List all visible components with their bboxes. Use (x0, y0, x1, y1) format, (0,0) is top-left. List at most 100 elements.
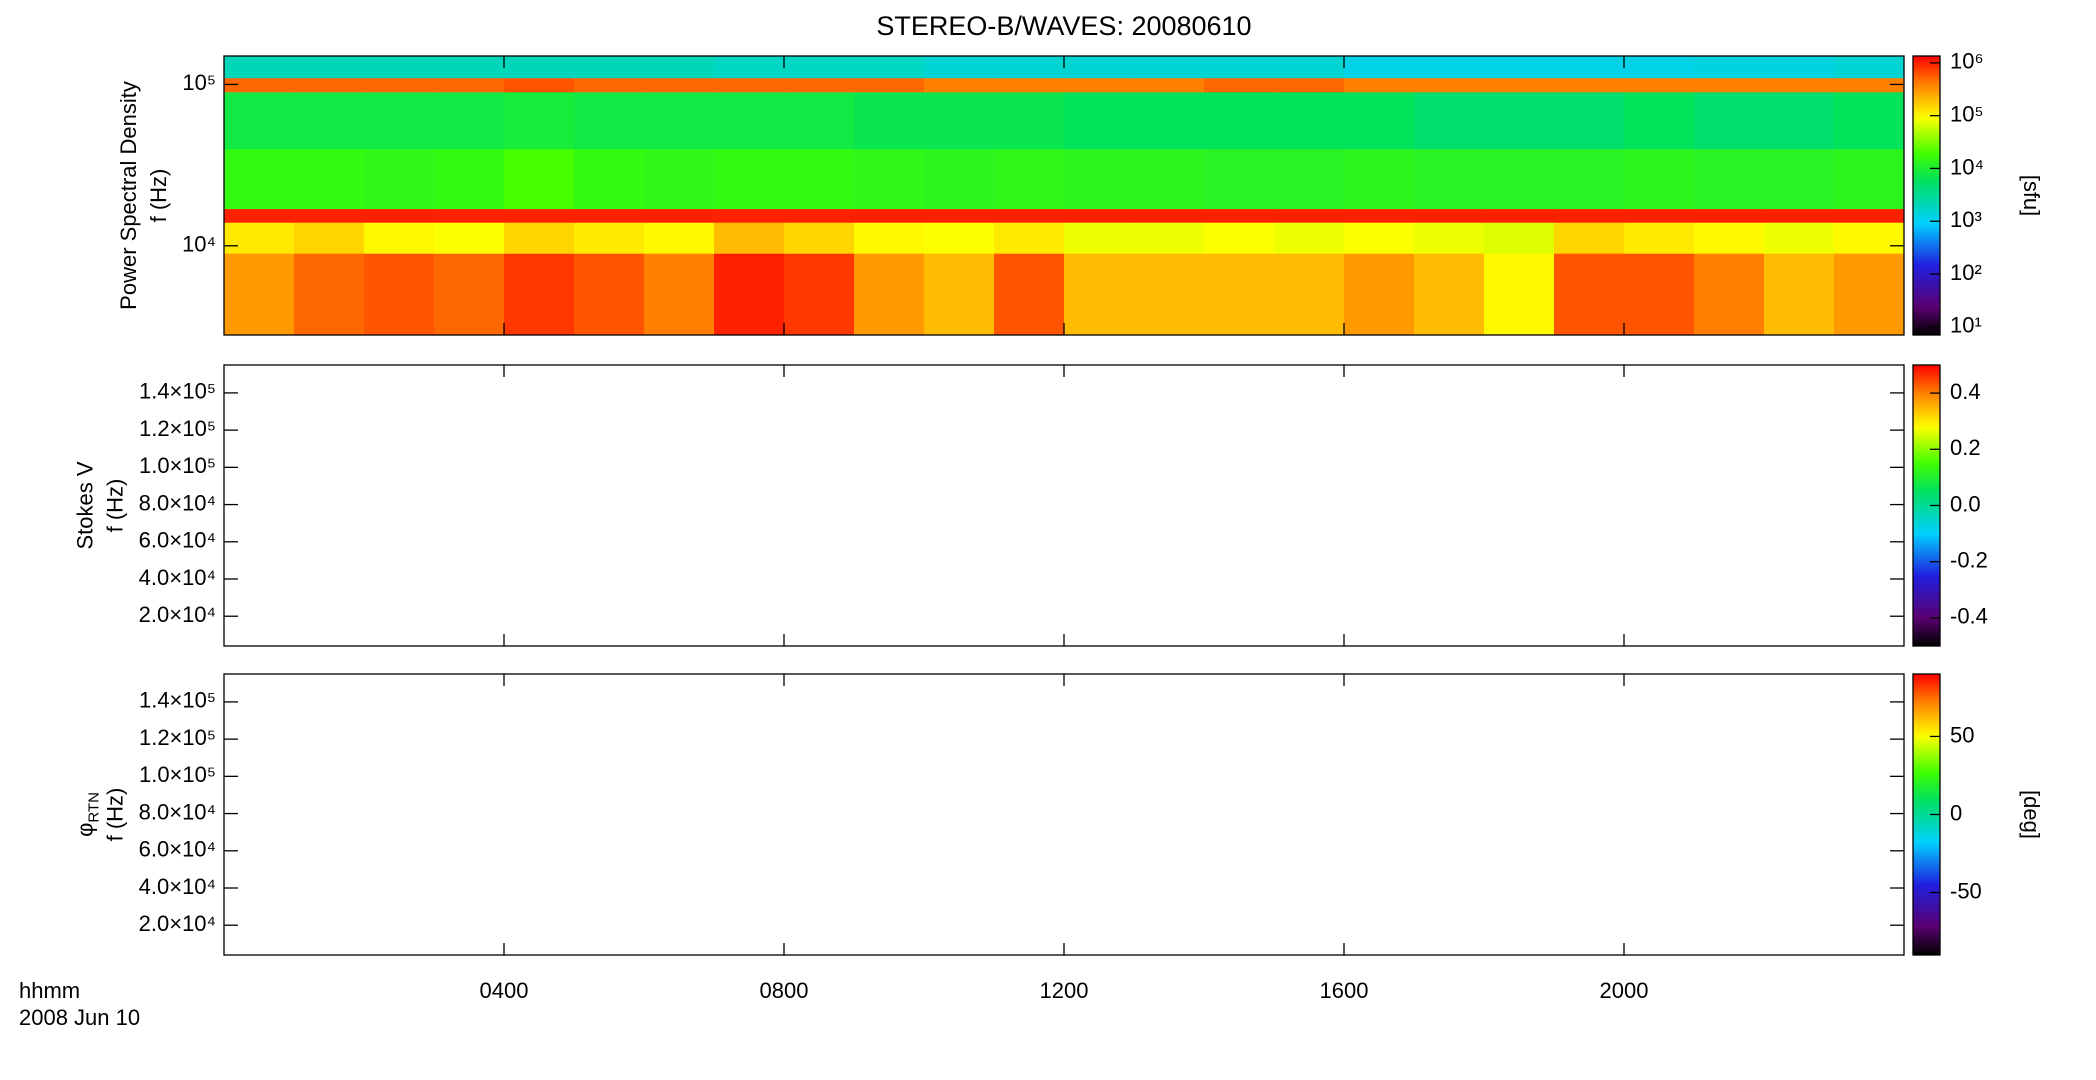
heatmap-cell (1064, 208, 1135, 223)
heatmap-cell (1624, 208, 1695, 223)
heatmap-cell (294, 253, 365, 336)
y-axis-label-part: Power Spectral Density (116, 81, 141, 310)
heatmap-cell (714, 222, 785, 254)
heatmap-cell (224, 148, 295, 210)
heatmap-cell (1554, 56, 1625, 79)
y-axis-label: Power Spectral Density (116, 81, 141, 310)
heatmap-cell (994, 253, 1065, 336)
y-axis-label: φRTN (72, 792, 103, 837)
heatmap-cell (924, 56, 995, 79)
heatmap-cell (1764, 253, 1835, 336)
heatmap-cell (854, 208, 925, 223)
heatmap-cell (924, 253, 995, 336)
heatmap-cell (1274, 77, 1345, 93)
heatmap-cell (1204, 56, 1275, 79)
heatmap-cell (1624, 253, 1695, 336)
heatmap-cell (504, 148, 575, 210)
heatmap-cell (224, 77, 295, 93)
y-axis-label: f (Hz) (102, 479, 127, 533)
colorbar-tick-label: 10³ (1950, 207, 1982, 232)
heatmap-cell (1484, 253, 1555, 336)
heatmap-cell (1204, 222, 1275, 254)
heatmap-cell (784, 222, 855, 254)
y-tick-label: 1.0×10⁵ (139, 453, 216, 478)
colorbar-tick-label: 0.4 (1950, 379, 1981, 404)
heatmap-cell (1694, 148, 1765, 210)
heatmap-cell (1064, 91, 1135, 150)
plot-frame (223, 364, 1905, 647)
colorbar-tick-label: 50 (1950, 722, 1974, 747)
heatmap-cell (224, 91, 295, 150)
heatmap-cell (924, 148, 995, 210)
heatmap-cell (1134, 222, 1205, 254)
heatmap-cell (574, 56, 645, 79)
heatmap-cell (1274, 253, 1345, 336)
x-tick-label: 0400 (480, 978, 529, 1003)
heatmap-cell (1414, 208, 1485, 223)
heatmap-cell (1274, 208, 1345, 223)
heatmap-cell (1414, 56, 1485, 79)
heatmap-cell (574, 208, 645, 223)
heatmap-cell (1344, 56, 1415, 79)
heatmap-cell (1764, 222, 1835, 254)
heatmap-cell (364, 208, 435, 223)
heatmap-cell (854, 91, 925, 150)
y-tick-label: 4.0×10⁴ (139, 874, 216, 899)
heatmap-cell (714, 208, 785, 223)
y-tick-label: 2.0×10⁴ (139, 911, 216, 936)
colorbar-tick-label: 0.0 (1950, 491, 1981, 516)
colorbar-tick-label: 10² (1950, 260, 1982, 285)
y-tick-label: 1.4×10⁵ (139, 379, 216, 404)
y-tick-label: 6.0×10⁴ (139, 528, 216, 553)
heatmap-cell (1134, 91, 1205, 150)
heatmap-cell (1624, 77, 1695, 93)
heatmap-cell (294, 91, 365, 150)
y-tick-label: 4.0×10⁴ (139, 565, 216, 590)
heatmap-cell (1064, 148, 1135, 210)
heatmap-cell (1834, 56, 1905, 79)
colorbar (1912, 55, 1941, 336)
heatmap-cell (1834, 222, 1905, 254)
heatmap-cell (294, 208, 365, 223)
heatmap-cell (1064, 222, 1135, 254)
heatmap-cell (434, 91, 505, 150)
heatmap-cell (1554, 253, 1625, 336)
colorbar-tick-label: 10⁶ (1950, 49, 1984, 74)
heatmap-cell (504, 56, 575, 79)
heatmap-cell (1694, 56, 1765, 79)
heatmap-cell (1344, 208, 1415, 223)
heatmap-cell (294, 222, 365, 254)
heatmap-cell (1134, 208, 1205, 223)
heatmap-cell (924, 208, 995, 223)
heatmap-cell (714, 253, 785, 336)
y-tick-label: 8.0×10⁴ (139, 490, 216, 515)
heatmap-cell (574, 222, 645, 254)
heatmap-cell (1484, 208, 1555, 223)
heatmap-cell (1414, 222, 1485, 254)
heatmap-cell (644, 77, 715, 93)
heatmap-cell (504, 77, 575, 93)
heatmap-cell (434, 208, 505, 223)
heatmap-cell (1204, 77, 1275, 93)
heatmap-cell (1274, 222, 1345, 254)
heatmap-cell (714, 77, 785, 93)
y-axis-label-sub: RTN (86, 792, 103, 823)
heatmap-cell (1484, 148, 1555, 210)
heatmap-cell (364, 91, 435, 150)
heatmap-cell (854, 56, 925, 79)
y-tick-label: 10⁴ (182, 232, 216, 257)
heatmap-cell (714, 148, 785, 210)
heatmap-cell (1694, 222, 1765, 254)
heatmap-cell (364, 222, 435, 254)
heatmap-cell (1204, 208, 1275, 223)
y-tick-label: 8.0×10⁴ (139, 799, 216, 824)
heatmap-cell (364, 56, 435, 79)
heatmap-cell (1484, 56, 1555, 79)
heatmap-cell (1764, 91, 1835, 150)
heatmap-cell (644, 222, 715, 254)
heatmap-cell (1134, 253, 1205, 336)
heatmap-cell (714, 56, 785, 79)
heatmap-cell (504, 91, 575, 150)
heatmap-cell (1554, 91, 1625, 150)
y-tick-label: 1.2×10⁵ (139, 725, 216, 750)
